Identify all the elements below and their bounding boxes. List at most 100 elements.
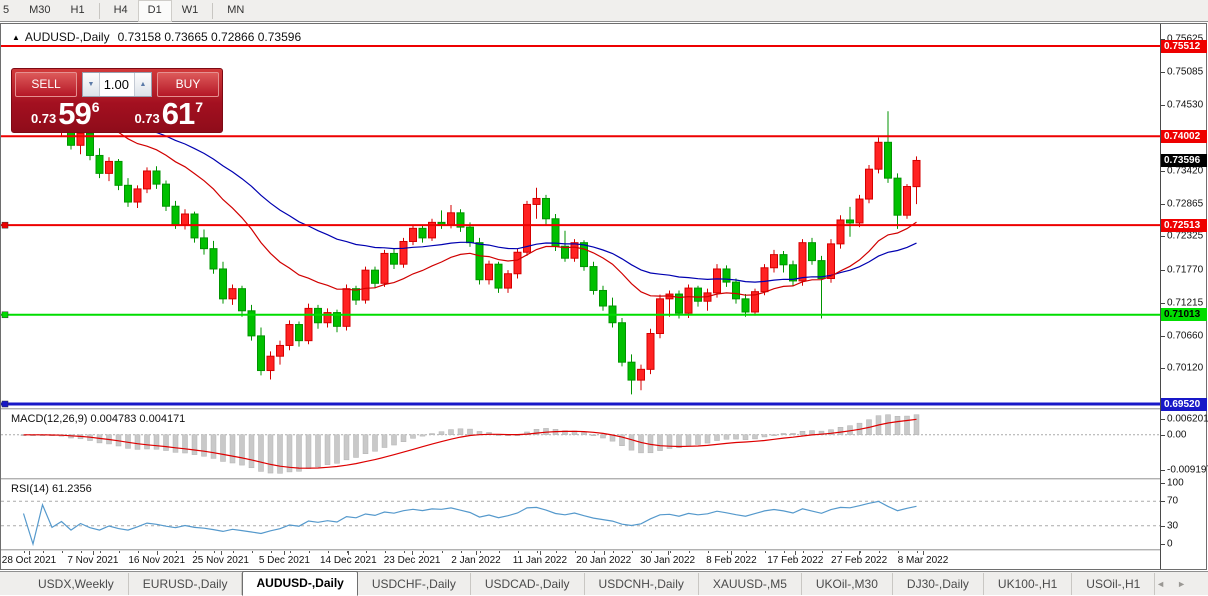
price-tick-label: 0.73420 bbox=[1167, 165, 1204, 177]
date-tick-minor bbox=[897, 551, 899, 553]
chart-tab-audusd-daily[interactable]: AUDUSD-,Daily bbox=[242, 571, 358, 596]
tab-scroll-right-icon[interactable]: ► bbox=[1177, 579, 1198, 589]
rsi-tick-mark bbox=[1161, 544, 1165, 545]
date-tick-minor bbox=[251, 551, 253, 553]
date-tick-minor bbox=[612, 551, 614, 553]
date-tick-minor bbox=[327, 551, 329, 553]
level-price-badge: 0.72513 bbox=[1161, 218, 1207, 232]
price-tick-label: 0.70660 bbox=[1167, 330, 1204, 342]
date-tick-minor bbox=[403, 551, 405, 553]
date-label: 7 Nov 2021 bbox=[67, 555, 119, 566]
date-tick-minor bbox=[707, 551, 709, 553]
date-tick-minor bbox=[156, 551, 158, 553]
rsi-value: 61.2356 bbox=[51, 483, 92, 495]
level-price-badge: 0.69520 bbox=[1161, 397, 1207, 411]
date-tick-major bbox=[923, 551, 924, 555]
date-tick-minor bbox=[555, 551, 557, 553]
timeframe-button-mn[interactable]: MN bbox=[227, 3, 245, 16]
chart-ohlc-values: 0.73158 0.73665 0.72866 0.73596 bbox=[117, 30, 302, 44]
date-tick-minor bbox=[802, 551, 804, 553]
date-tick-minor bbox=[137, 551, 139, 553]
chart-tab-eurusd-daily[interactable]: EURUSD-,Daily bbox=[129, 573, 243, 595]
volume-decrease-icon[interactable]: ▼ bbox=[83, 73, 100, 96]
date-axis[interactable]: 28 Oct 2021 7 Nov 2021 16 Nov 2021 25 Nov 2… bbox=[1, 551, 1161, 569]
date-tick-minor bbox=[308, 551, 310, 553]
volume-increase-icon[interactable]: ▲ bbox=[134, 73, 151, 96]
date-tick-minor bbox=[650, 551, 652, 553]
macd-tick-mark bbox=[1161, 470, 1165, 471]
date-label: 8 Feb 2022 bbox=[706, 555, 757, 566]
tab-scroll-left-icon[interactable]: ◄ bbox=[1156, 579, 1178, 589]
date-label: 5 Dec 2021 bbox=[258, 555, 310, 566]
timeframe-button-h1[interactable]: H1 bbox=[70, 3, 85, 16]
price-tick-mark bbox=[1161, 71, 1165, 73]
chart-tab-usdcnh-daily[interactable]: USDCNH-,Daily bbox=[585, 573, 699, 595]
date-label: 2 Jan 2022 bbox=[451, 555, 501, 566]
volume-stepper[interactable]: ▼ 1.00 ▲ bbox=[82, 72, 152, 97]
volume-value[interactable]: 1.00 bbox=[103, 77, 129, 92]
timeframe-button-d1[interactable]: D1 bbox=[137, 0, 172, 22]
sell-price-display[interactable]: 0.73 59 6 bbox=[30, 96, 100, 131]
date-tick-minor bbox=[365, 551, 367, 553]
price-tick-label: 0.75085 bbox=[1167, 66, 1204, 77]
price-tick-mark bbox=[1161, 368, 1165, 370]
rsi-scale-label: 0 bbox=[1167, 538, 1173, 550]
date-tick-minor bbox=[42, 551, 44, 553]
rsi-scale-label: 70 bbox=[1167, 495, 1179, 507]
timeframe-button-w1[interactable]: W1 bbox=[181, 3, 199, 16]
date-tick-minor bbox=[669, 551, 671, 553]
buy-price-display[interactable]: 0.73 61 7 bbox=[134, 96, 204, 131]
macd-indicator-pane[interactable] bbox=[1, 410, 1161, 478]
chart-tab-dj30-daily[interactable]: DJ30-,Daily bbox=[893, 573, 984, 595]
chart-tab-usdcad-daily[interactable]: USDCAD-,Daily bbox=[471, 573, 585, 595]
date-tick-major bbox=[667, 551, 669, 555]
pane-separator[interactable] bbox=[1, 478, 1161, 480]
rsi-indicator-pane[interactable] bbox=[1, 480, 1161, 549]
rsi-scale-label: 100 bbox=[1167, 477, 1184, 489]
price-tick-mark bbox=[1161, 335, 1165, 337]
chart-tab-usdx-weekly[interactable]: USDX,Weekly bbox=[24, 573, 129, 595]
chart-tab-ukoil-m30[interactable]: UKOil-,M30 bbox=[802, 573, 893, 595]
pane-separator[interactable] bbox=[1, 408, 1161, 410]
pane-separator bbox=[1, 549, 1161, 551]
timeframe-button-5[interactable]: 5 bbox=[3, 3, 10, 16]
main-price-chart[interactable] bbox=[1, 24, 1161, 408]
date-label: 27 Feb 2022 bbox=[831, 555, 888, 566]
rsi-scale-label: 30 bbox=[1167, 520, 1179, 532]
date-tick-minor bbox=[821, 551, 823, 553]
date-tick-minor bbox=[859, 551, 861, 553]
toolbar-separator bbox=[98, 2, 100, 19]
timeframe-button-h4[interactable]: H4 bbox=[113, 3, 128, 16]
chart-tab-usoil-h1[interactable]: USOil-,H1 bbox=[1072, 573, 1156, 595]
date-tick-minor bbox=[764, 551, 766, 553]
price-tick-mark bbox=[1161, 269, 1165, 271]
date-label: 14 Dec 2021 bbox=[319, 555, 377, 566]
date-label: 23 Dec 2021 bbox=[383, 555, 441, 566]
level-price-badge: 0.75512 bbox=[1161, 39, 1207, 53]
timeframe-button-m30[interactable]: M30 bbox=[29, 3, 51, 16]
date-label: 11 Jan 2022 bbox=[512, 555, 568, 566]
price-axis[interactable]: 0.756250.750850.745300.739750.734200.728… bbox=[1160, 24, 1208, 569]
date-tick-minor bbox=[270, 551, 272, 553]
toolbar-separator bbox=[212, 2, 214, 19]
tab-scroll-arrows: ◄► bbox=[1156, 579, 1198, 589]
date-tick-minor bbox=[441, 551, 443, 553]
chart-tab-uk100-h1[interactable]: UK100-,H1 bbox=[984, 573, 1073, 595]
buy-button[interactable]: BUY bbox=[157, 72, 219, 97]
date-label: 20 Jan 2022 bbox=[576, 555, 632, 566]
date-tick-major bbox=[731, 551, 733, 555]
one-click-collapse-icon[interactable]: ▲ bbox=[12, 33, 20, 42]
date-tick-minor bbox=[726, 551, 728, 553]
rsi-tick-mark bbox=[1161, 483, 1165, 484]
price-tick-label: 0.71215 bbox=[1167, 297, 1204, 309]
date-tick-minor bbox=[80, 551, 82, 553]
date-tick-major bbox=[412, 551, 414, 555]
date-tick-major bbox=[220, 551, 222, 555]
chart-tab-usdchf-daily[interactable]: USDCHF-,Daily bbox=[358, 573, 471, 595]
chart-tab-xauusd-m5[interactable]: XAUUSD-,M5 bbox=[699, 573, 802, 595]
macd-scale-label: 0.006201 bbox=[1167, 413, 1208, 425]
sell-button[interactable]: SELL bbox=[15, 72, 77, 97]
price-tick-label: 0.70120 bbox=[1167, 362, 1204, 374]
price-tick-mark bbox=[1161, 171, 1165, 172]
